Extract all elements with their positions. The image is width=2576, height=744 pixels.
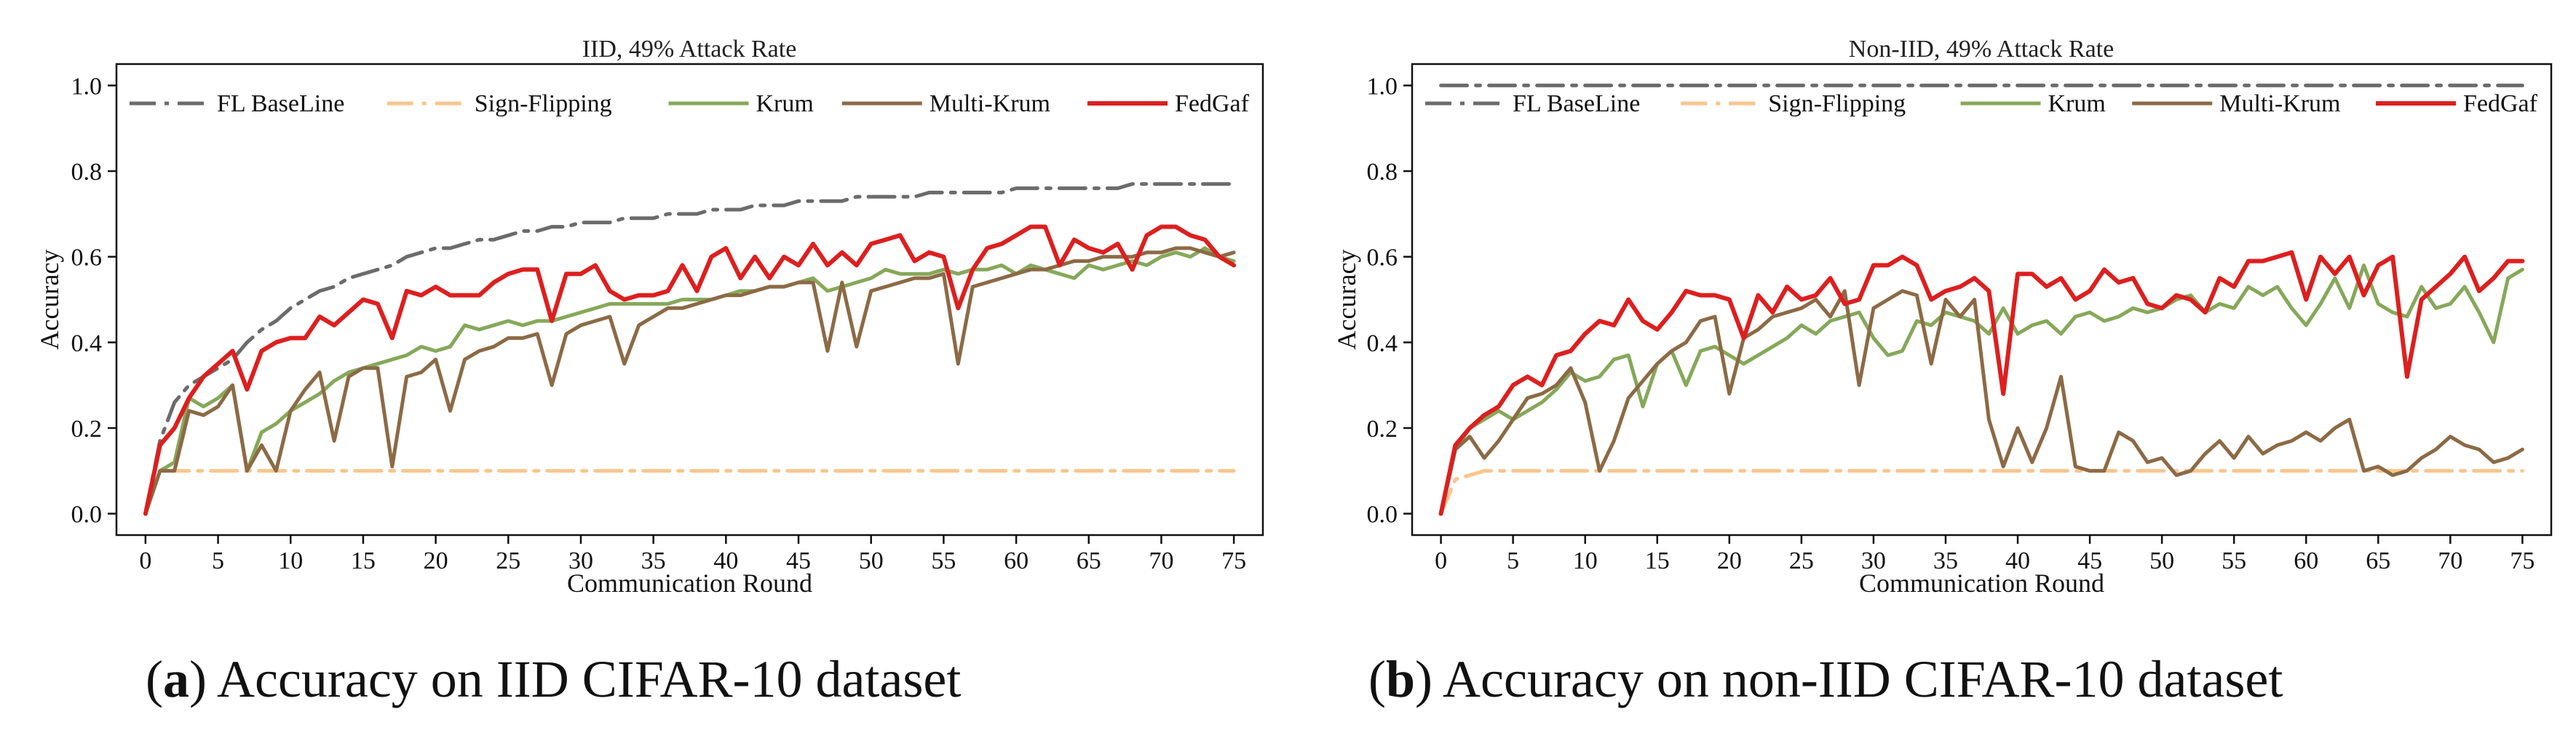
series-line-sign-flipping [1439, 469, 2524, 516]
series-group [1438, 83, 2525, 516]
legend-label-sign-flipping: Sign-Flipping [1768, 90, 1906, 117]
x-tick-label: 50 [2149, 547, 2174, 574]
x-tick-label: 15 [351, 547, 376, 574]
legend-label-fedgaf: FedGaf [2463, 90, 2538, 117]
x-axis-label: Communication Round [567, 569, 812, 598]
x-tick-label: 0 [139, 547, 151, 574]
series-line-fl-baseline [143, 182, 1236, 516]
y-tick-label: 0.6 [1367, 245, 1398, 272]
x-tick-label: 10 [1573, 547, 1598, 574]
y-tick-label: 0.0 [1367, 502, 1398, 529]
caption-b-text: Accuracy on non-IID CIFAR-10 dataset [1443, 650, 2283, 708]
legend: FL BaseLine Sign-Flipping Krum Multi-Krum Fe… [1425, 90, 2538, 117]
x-tick-label: 65 [2366, 547, 2390, 574]
y-tick-label: 1.0 [1367, 73, 1398, 100]
y-axis-label: Accuracy [35, 250, 64, 350]
x-tick-label: 0 [1435, 547, 1447, 574]
x-tick-label: 10 [278, 547, 303, 574]
legend-label-krum: Krum [2048, 90, 2106, 117]
plot-frame [1411, 63, 2553, 537]
x-tick-label: 45 [786, 547, 811, 574]
x-tick-label: 20 [424, 547, 448, 574]
legend-label-multi-krum: Multi-Krum [930, 90, 1050, 117]
legend-label-krum: Krum [756, 90, 814, 117]
y-tick-label: 0.2 [71, 416, 103, 443]
x-tick-label: 55 [931, 547, 956, 574]
x-tick-label: 35 [1933, 547, 1958, 574]
x-tick-label: 25 [1789, 547, 1814, 574]
x-axis-label: Communication Round [1859, 569, 2104, 598]
x-tick-label: 40 [2005, 547, 2030, 574]
chart-panel-0: IID, 49% Attack Rate 0 5 10 15 20 25 30 35 40 45 50… [35, 36, 1264, 598]
x-tick-label: 60 [1004, 547, 1029, 574]
caption-a-text: Accuracy on IID CIFAR-10 dataset [217, 650, 962, 708]
series-line-sign-flipping [143, 469, 1236, 516]
y-tick-label: 0.4 [71, 330, 103, 357]
series-line-krum [1439, 263, 2524, 516]
x-tick-label: 65 [1077, 547, 1101, 574]
plot-frame [115, 63, 1264, 537]
legend-label-fl-baseline: FL BaseLine [217, 90, 344, 117]
legend-label-fl-baseline: FL BaseLine [1513, 90, 1640, 117]
y-tick-label: 0.2 [1367, 416, 1398, 443]
y-axis-label: Accuracy [1332, 250, 1361, 350]
y-tick-label: 0.8 [1367, 159, 1398, 186]
x-tick-label: 60 [2294, 547, 2318, 574]
series-line-fedgaf [143, 224, 1237, 516]
caption-a: (a) Accuracy on IID CIFAR-10 dataset [146, 650, 962, 708]
legend-label-fedgaf: FedGaf [1175, 90, 1250, 117]
x-tick-label: 70 [1149, 547, 1173, 574]
x-tick-label: 20 [1717, 547, 1742, 574]
x-tick-label: 30 [568, 547, 593, 574]
series-line-multi-krum [143, 246, 1236, 516]
x-tick-label: 5 [1507, 547, 1519, 574]
x-tick-label: 25 [496, 547, 520, 574]
x-tick-label: 30 [1861, 547, 1886, 574]
caption-b: (b) Accuracy on non-IID CIFAR-10 dataset [1368, 650, 2283, 708]
x-tick-label: 70 [2438, 547, 2462, 574]
series-line-multi-krum [1439, 289, 2524, 516]
x-tick-label: 55 [2222, 547, 2246, 574]
caption-a-letter: a [162, 650, 189, 708]
y-tick-label: 0.8 [71, 159, 103, 186]
y-tick-label: 0.4 [1367, 330, 1398, 357]
x-tick-label: 45 [2077, 547, 2102, 574]
series-line-krum [143, 246, 1236, 516]
y-tick-label: 0.6 [71, 245, 103, 272]
legend-label-sign-flipping: Sign-Flipping [475, 90, 612, 117]
chart-title: Non-IID, 49% Attack Rate [1849, 36, 2114, 63]
x-tick-label: 75 [2510, 547, 2535, 574]
series-line-fedgaf [1438, 250, 2525, 516]
y-tick-label: 0.0 [71, 502, 103, 529]
x-tick-label: 75 [1221, 547, 1246, 574]
chart-panel-1: Non-IID, 49% Attack Rate 0 5 10 15 20 25 30 35 40… [1332, 36, 2553, 598]
x-tick-label: 5 [212, 547, 224, 574]
x-tick-label: 15 [1645, 547, 1670, 574]
legend: FL BaseLine Sign-Flipping Krum Multi-Krum Fe… [130, 90, 1250, 117]
x-tick-label: 40 [713, 547, 738, 574]
x-tick-label: 35 [641, 547, 666, 574]
caption-b-letter: b [1385, 650, 1416, 708]
x-tick-label: 50 [859, 547, 884, 574]
series-group [143, 182, 1237, 516]
chart-title: IID, 49% Attack Rate [582, 36, 797, 63]
y-tick-label: 1.0 [71, 73, 103, 100]
legend-label-multi-krum: Multi-Krum [2219, 90, 2340, 117]
